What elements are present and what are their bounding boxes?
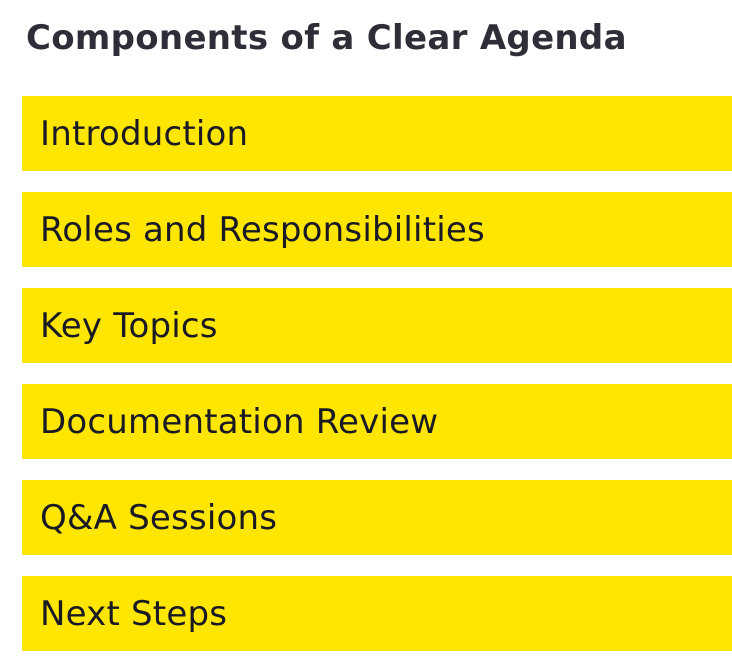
agenda-list: Introduction Roles and Responsibilities … xyxy=(22,96,732,651)
agenda-item-qa-sessions: Q&A Sessions xyxy=(22,480,732,555)
agenda-item-documentation-review: Documentation Review xyxy=(22,384,732,459)
agenda-item-roles-and-responsibilities: Roles and Responsibilities xyxy=(22,192,732,267)
agenda-item-introduction: Introduction xyxy=(22,96,732,171)
agenda-item-key-topics: Key Topics xyxy=(22,288,732,363)
agenda-item-next-steps: Next Steps xyxy=(22,576,732,651)
page-title: Components of a Clear Agenda xyxy=(26,18,627,58)
